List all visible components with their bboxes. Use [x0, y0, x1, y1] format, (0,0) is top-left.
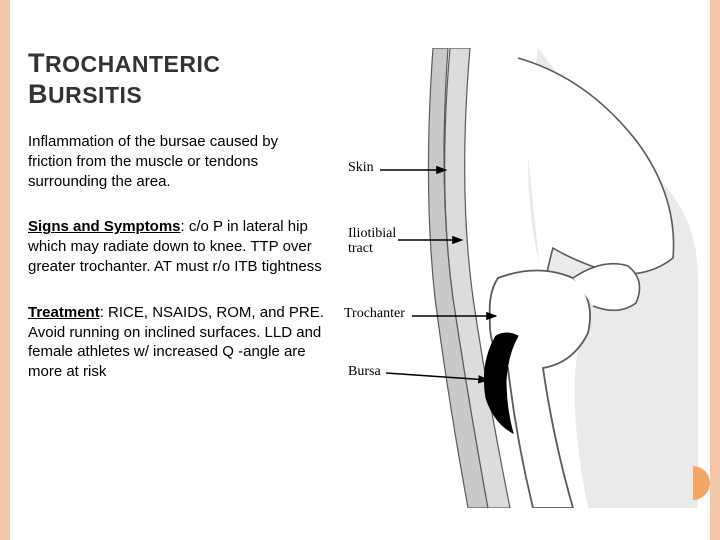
diagram-svg — [338, 48, 698, 508]
corner-accent-icon — [676, 466, 710, 500]
text-column: TROCHANTERIC BURSITIS Inflammation of th… — [28, 48, 338, 520]
anatomy-diagram: Skin Iliotibial tract Trochanter Bursa — [338, 48, 692, 520]
title-roch: ROCHANTERIC — [45, 51, 220, 77]
label-skin: Skin — [348, 160, 374, 175]
title-t: T — [28, 48, 45, 78]
right-border-stripe — [710, 0, 720, 540]
treatment-label: Treatment — [28, 304, 100, 321]
title-b: B — [28, 79, 48, 109]
slide-content: TROCHANTERIC BURSITIS Inflammation of th… — [28, 48, 692, 520]
page-title: TROCHANTERIC BURSITIS — [28, 48, 326, 110]
signs-paragraph: Signs and Symptoms: c/o P in lateral hip… — [28, 217, 326, 276]
label-trochanter: Trochanter — [344, 306, 405, 321]
signs-label: Signs and Symptoms — [28, 218, 181, 235]
label-bursa: Bursa — [348, 364, 381, 379]
label-iliotibial: Iliotibial tract — [348, 226, 396, 257]
left-border-stripe — [0, 0, 10, 540]
intro-paragraph: Inflammation of the bursae caused by fri… — [28, 132, 326, 191]
title-ursitis: URSITIS — [48, 82, 142, 108]
treatment-paragraph: Treatment: RICE, NSAIDS, ROM, and PRE. A… — [28, 303, 326, 382]
